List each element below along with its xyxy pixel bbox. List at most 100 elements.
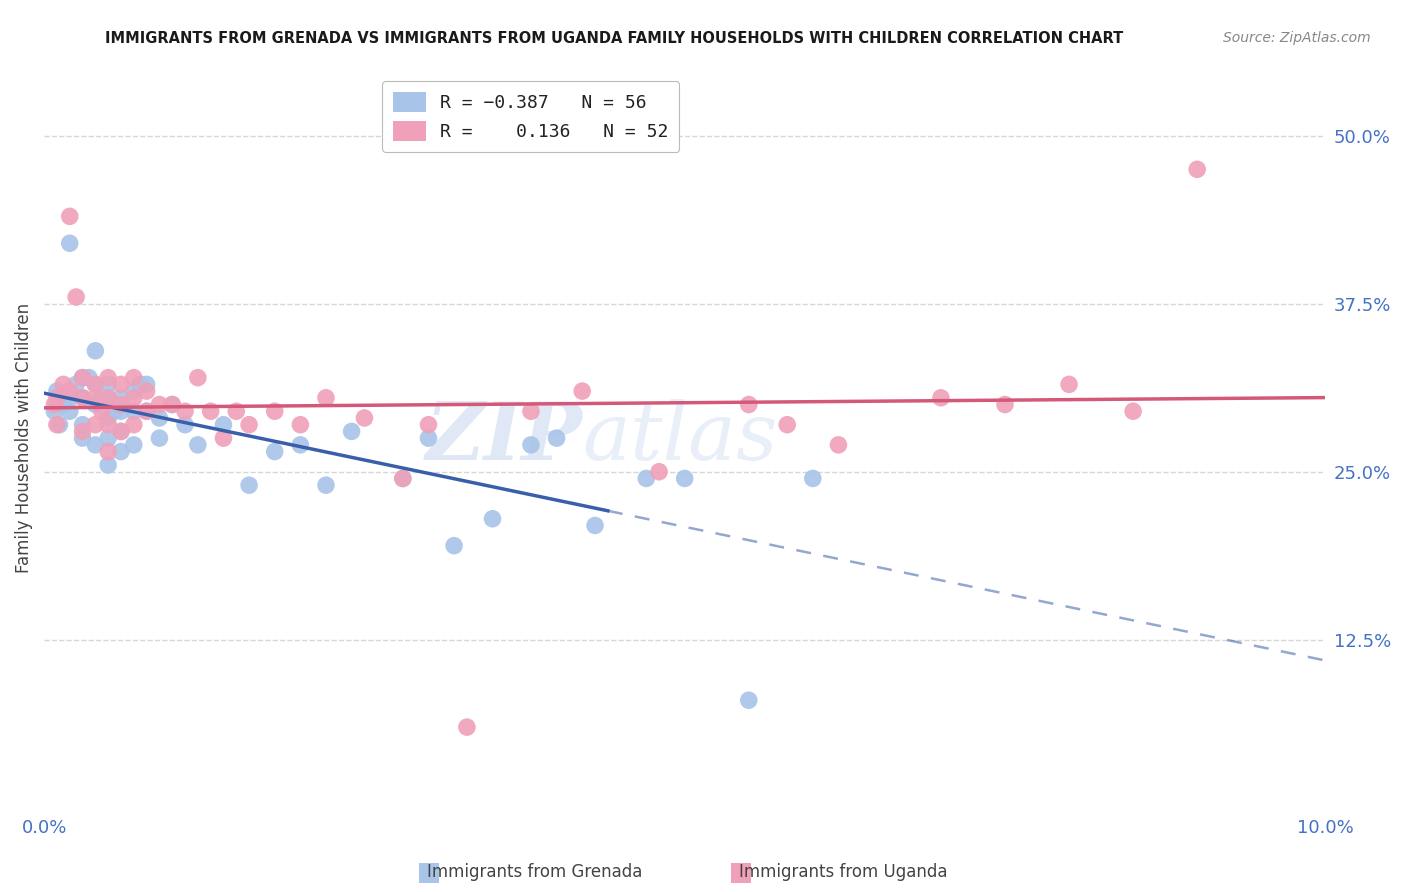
Point	[122, 404, 145, 418]
Point	[520, 438, 543, 452]
Point	[45, 384, 67, 398]
Point	[673, 471, 696, 485]
Point	[72, 417, 94, 432]
Point	[72, 431, 94, 445]
Point	[238, 478, 260, 492]
Point	[315, 478, 337, 492]
Point	[44, 404, 66, 418]
Point	[827, 438, 849, 452]
Point	[443, 539, 465, 553]
Point	[84, 398, 107, 412]
Point	[59, 404, 82, 418]
Text: Source: ZipAtlas.com: Source: ZipAtlas.com	[1223, 31, 1371, 45]
Point	[571, 384, 593, 398]
Point	[135, 384, 157, 398]
Point	[648, 465, 671, 479]
Point	[148, 431, 170, 445]
Point	[801, 471, 824, 485]
Point	[59, 384, 82, 398]
Point	[90, 391, 112, 405]
Point	[59, 236, 82, 251]
Point	[583, 518, 606, 533]
Point	[353, 411, 375, 425]
Point	[44, 398, 66, 412]
Point	[160, 398, 183, 412]
Point	[97, 370, 120, 384]
Point	[315, 391, 337, 405]
Point	[929, 391, 952, 405]
Point	[72, 370, 94, 384]
Point	[135, 404, 157, 418]
Point	[52, 377, 75, 392]
Point	[110, 404, 132, 418]
Point	[97, 417, 120, 432]
Point	[110, 425, 132, 439]
Point	[65, 377, 87, 392]
Point	[738, 693, 761, 707]
Point	[520, 404, 543, 418]
Point	[84, 438, 107, 452]
Point	[97, 444, 120, 458]
Point	[84, 377, 107, 392]
Point	[129, 377, 152, 392]
Point	[84, 417, 107, 432]
Point	[59, 210, 82, 224]
Point	[187, 438, 209, 452]
Point	[174, 404, 197, 418]
Point	[263, 444, 285, 458]
Point	[263, 404, 285, 418]
Point	[110, 425, 132, 439]
Point	[97, 458, 120, 472]
Text: ZIP: ZIP	[426, 400, 582, 477]
Text: Immigrants from Grenada: Immigrants from Grenada	[426, 863, 643, 881]
Y-axis label: Family Households with Children: Family Households with Children	[15, 303, 32, 574]
Point	[546, 431, 568, 445]
Point	[776, 417, 799, 432]
Point	[1122, 404, 1144, 418]
Point	[72, 391, 94, 405]
Point	[200, 404, 222, 418]
Point	[84, 377, 107, 392]
Point	[187, 370, 209, 384]
Point	[148, 411, 170, 425]
Point	[103, 404, 125, 418]
Point	[122, 438, 145, 452]
Point	[160, 398, 183, 412]
Text: atlas: atlas	[582, 400, 778, 477]
Point	[135, 404, 157, 418]
Point	[122, 384, 145, 398]
Point	[72, 391, 94, 405]
Point	[48, 417, 70, 432]
Point	[122, 417, 145, 432]
Point	[290, 438, 312, 452]
Point	[738, 398, 761, 412]
Point	[110, 398, 132, 412]
Point	[72, 425, 94, 439]
Point	[290, 417, 312, 432]
Point	[97, 411, 120, 425]
Point	[110, 391, 132, 405]
Point	[110, 377, 132, 392]
Text: IMMIGRANTS FROM GRENADA VS IMMIGRANTS FROM UGANDA FAMILY HOUSEHOLDS WITH CHILDRE: IMMIGRANTS FROM GRENADA VS IMMIGRANTS FR…	[105, 31, 1123, 46]
Point	[97, 431, 120, 445]
Point	[45, 417, 67, 432]
Point	[97, 377, 120, 392]
Point	[212, 431, 235, 445]
Point	[392, 471, 415, 485]
Point	[97, 391, 120, 405]
Text: Immigrants from Uganda: Immigrants from Uganda	[740, 863, 948, 881]
Point	[84, 343, 107, 358]
Point	[84, 391, 107, 405]
Point	[340, 425, 363, 439]
Point	[122, 370, 145, 384]
Point	[225, 404, 247, 418]
Point	[77, 370, 100, 384]
Point	[994, 398, 1017, 412]
Point	[212, 417, 235, 432]
Point	[636, 471, 658, 485]
Point	[174, 417, 197, 432]
Point	[481, 512, 503, 526]
Point	[90, 404, 112, 418]
Point	[148, 398, 170, 412]
Point	[122, 391, 145, 405]
